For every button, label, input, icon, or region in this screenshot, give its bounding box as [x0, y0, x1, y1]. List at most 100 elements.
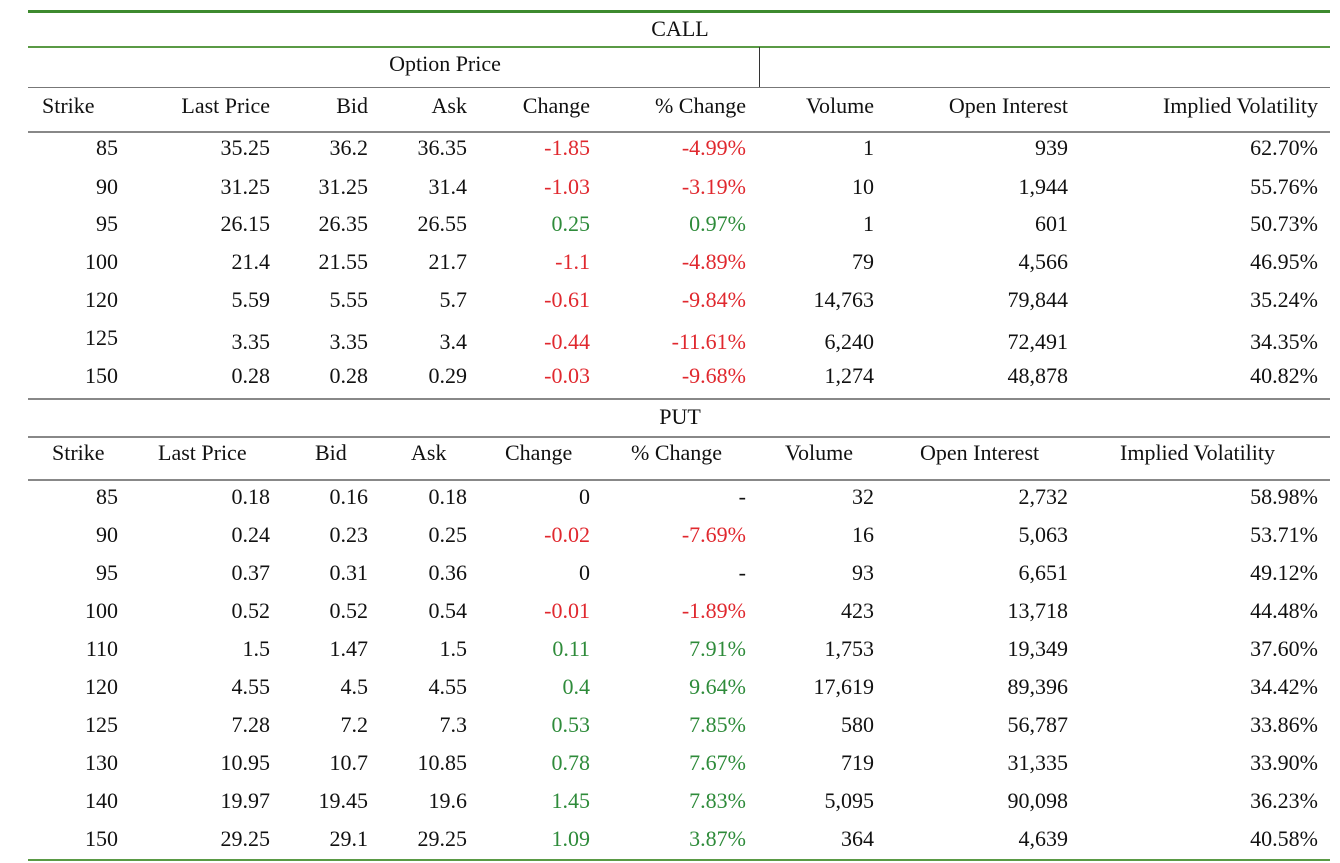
call-cell-bid: 0.28: [329, 363, 369, 388]
call-header-implied-volatility: Implied Volatility: [1162, 93, 1318, 118]
put-cell-last-price: 0.18: [231, 484, 271, 509]
call-cell-ask: 36.35: [417, 135, 468, 160]
call-cell-pct-change: 0.97%: [689, 211, 746, 236]
group-divider: [759, 47, 760, 88]
call-cell-pct-change: -9.68%: [681, 363, 746, 388]
call-cell-open-interest: 72,491: [1007, 329, 1069, 354]
put-header-change: Change: [505, 440, 573, 465]
put-cell-strike: 110: [85, 636, 118, 661]
call-cell-last-price: 31.25: [220, 174, 271, 199]
call-cell-last-price: 5.59: [231, 287, 271, 312]
put-cell-bid: 29.1: [329, 826, 369, 851]
put-cell-pct-change: -1.89%: [681, 598, 746, 623]
call-cell-last-price: 3.35: [231, 329, 271, 354]
put-cell-change: 0: [579, 560, 590, 585]
put-cell-pct-change: 7.91%: [689, 636, 746, 661]
call-cell-bid: 21.55: [318, 249, 369, 274]
put-cell-open-interest: 5,063: [1018, 522, 1069, 547]
put-cell-last-price: 10.95: [220, 750, 271, 775]
call-cell-implied-volatility: 46.95%: [1250, 249, 1318, 274]
put-header-volume: Volume: [785, 440, 854, 465]
put-cell-bid: 0.16: [329, 484, 369, 509]
call-cell-pct-change: -4.89%: [681, 249, 746, 274]
put-cell-last-price: 19.97: [220, 788, 271, 813]
top-rule: [28, 10, 1330, 13]
put-cell-change: 0.53: [551, 712, 591, 737]
call-cell-last-price: 0.28: [231, 363, 271, 388]
put-cell-strike: 90: [96, 522, 118, 547]
put-cell-change: 0: [579, 484, 590, 509]
put-cell-change: -0.02: [544, 522, 590, 547]
put-cell-open-interest: 6,651: [1018, 560, 1069, 585]
call-cell-volume: 1: [863, 135, 874, 160]
option-price-group-header: Option Price: [389, 51, 501, 76]
put-header-bid: Bid: [315, 440, 347, 465]
put-header-open-interest: Open Interest: [920, 440, 1040, 465]
put-cell-ask: 19.6: [428, 788, 468, 813]
call-cell-strike: 85: [96, 135, 118, 160]
put-cell-volume: 580: [841, 712, 874, 737]
put-cell-volume: 719: [841, 750, 874, 775]
call-cell-implied-volatility: 34.35%: [1250, 329, 1318, 354]
call-header-ask: Ask: [431, 93, 467, 118]
call-cell-open-interest: 4,566: [1018, 249, 1069, 274]
put-cell-ask: 10.85: [417, 750, 468, 775]
put-cell-pct-change: 9.64%: [689, 674, 746, 699]
call-cell-open-interest: 939: [1035, 135, 1068, 160]
put-cell-strike: 140: [85, 788, 118, 813]
call-cell-implied-volatility: 62.70%: [1250, 135, 1318, 160]
put-cell-ask: 0.25: [428, 522, 468, 547]
put-cell-volume: 423: [841, 598, 874, 623]
call-cell-last-price: 35.25: [220, 135, 271, 160]
put-cell-change: -0.01: [544, 598, 590, 623]
put-cell-implied-volatility: 49.12%: [1250, 560, 1318, 585]
call-header-strike: Strike: [42, 93, 95, 118]
call-cell-change: -0.03: [544, 363, 590, 388]
put-cell-volume: 364: [841, 826, 874, 851]
put-header-last-price: Last Price: [158, 440, 247, 465]
put-cell-strike: 125: [85, 712, 118, 737]
call-cell-last-price: 26.15: [220, 211, 271, 236]
put-cell-change: 1.45: [551, 788, 591, 813]
call-cell-strike: 95: [96, 211, 118, 236]
put-cell-last-price: 0.24: [231, 522, 271, 547]
call-cell-strike: 90: [96, 174, 118, 199]
call-cell-implied-volatility: 35.24%: [1250, 287, 1318, 312]
put-cell-pct-change: -: [738, 560, 746, 585]
put-cell-volume: 1,753: [824, 636, 875, 661]
put-cell-change: 0.11: [552, 636, 590, 661]
call-cell-change: -1.03: [544, 174, 590, 199]
call-cell-strike: 100: [85, 249, 118, 274]
put-cell-ask: 7.3: [439, 712, 468, 737]
put-cell-bid: 7.2: [340, 712, 369, 737]
call-cell-ask: 5.7: [439, 287, 468, 312]
put-cell-open-interest: 19,349: [1007, 636, 1069, 661]
put-cell-volume: 16: [852, 522, 874, 547]
put-cell-pct-change: -: [738, 484, 746, 509]
call-header-last-price: Last Price: [181, 93, 270, 118]
put-cell-bid: 4.5: [340, 674, 369, 699]
put-cell-implied-volatility: 33.86%: [1250, 712, 1318, 737]
put-cell-open-interest: 31,335: [1007, 750, 1069, 775]
put-header-implied-volatility: Implied Volatility: [1120, 440, 1276, 465]
call-cell-pct-change: -11.61%: [671, 329, 746, 354]
put-cell-bid: 1.47: [329, 636, 369, 661]
put-cell-implied-volatility: 34.42%: [1250, 674, 1318, 699]
put-cell-open-interest: 90,098: [1007, 788, 1069, 813]
call-header-volume: Volume: [805, 93, 874, 118]
call-cell-ask: 0.29: [428, 363, 468, 388]
call-header-change: Change: [522, 93, 590, 118]
put-cell-ask: 0.18: [428, 484, 468, 509]
put-header-strike: Strike: [52, 440, 105, 465]
call-cell-volume: 14,763: [813, 287, 875, 312]
put-cell-pct-change: 7.67%: [689, 750, 746, 775]
call-cell-last-price: 21.4: [231, 249, 271, 274]
call-cell-change: -1.85: [544, 135, 590, 160]
call-cell-pct-change: -4.99%: [681, 135, 746, 160]
call-cell-change: -1.1: [555, 249, 590, 274]
call-header-rule: [28, 131, 1330, 133]
call-cell-implied-volatility: 50.73%: [1250, 211, 1318, 236]
bottom-rule: [28, 859, 1330, 861]
call-title: CALL: [651, 16, 709, 41]
call-cell-pct-change: -9.84%: [681, 287, 746, 312]
